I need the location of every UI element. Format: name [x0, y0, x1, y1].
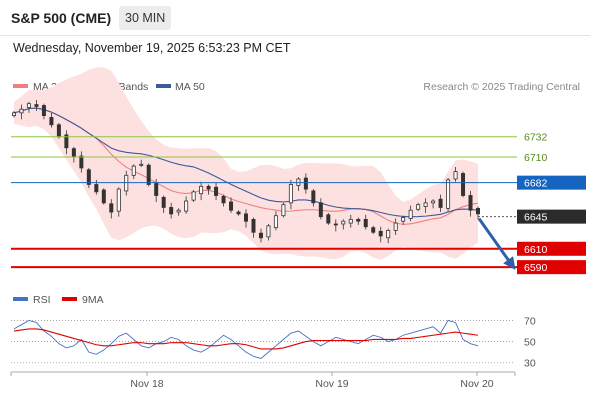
candle [161, 195, 166, 213]
legend-ma20-swatch [13, 84, 28, 88]
time-axis-label: Nov 20 [460, 378, 493, 390]
datetime-label: Wednesday, November 19, 2025 6:53:23 PM … [13, 41, 291, 55]
candle [288, 179, 293, 210]
candle [191, 190, 196, 202]
level-tag-6610 [517, 241, 586, 256]
candle [475, 206, 480, 220]
candle [243, 209, 248, 228]
candle [273, 211, 278, 231]
candle [468, 190, 473, 217]
candle [26, 101, 31, 113]
current-price-label: 6645 [524, 212, 548, 224]
candle [311, 189, 316, 207]
candle [176, 208, 181, 216]
candle [116, 187, 121, 217]
candle [19, 104, 24, 120]
candle [236, 210, 241, 216]
candle [258, 228, 263, 243]
candle [229, 197, 234, 213]
candle [199, 181, 204, 201]
main-plot [11, 67, 480, 260]
credit-label: Research © 2025 Trading Central [423, 81, 580, 93]
candle [333, 219, 338, 232]
candle [86, 167, 91, 189]
forecast-arrow-shaft [477, 217, 514, 267]
legend-ma50-label: MA 50 [175, 81, 205, 93]
level-tag-6682 [517, 175, 586, 190]
candle [371, 225, 376, 235]
rsi-tick-70: 70 [524, 315, 536, 327]
candle [416, 202, 421, 212]
candle [363, 214, 368, 230]
candle [251, 217, 256, 238]
time-axis: Nov 18 Nov 19 Nov 20 [10, 371, 516, 390]
time-axis-label: Nov 19 [315, 378, 348, 390]
level-label-6710: 6710 [524, 152, 548, 164]
candle [169, 202, 174, 219]
candle [49, 112, 54, 128]
candle [318, 198, 323, 220]
level-label-6610: 6610 [524, 244, 548, 256]
candle [438, 194, 443, 213]
candle [431, 199, 436, 209]
legend-ma50-swatch [156, 84, 171, 88]
candle [79, 151, 84, 173]
candle [378, 226, 383, 243]
rsi-line [13, 319, 479, 359]
forecast-arrow-icon [503, 256, 516, 271]
price-levels: 6732 6710 6682 6610 6590 6645 [11, 132, 586, 275]
candle [446, 178, 451, 213]
candle [303, 173, 308, 194]
candle [41, 103, 46, 120]
instrument-title: S&P 500 (CME) [11, 10, 112, 26]
candle [139, 159, 144, 168]
candle [341, 219, 346, 230]
rsi-tick-30: 30 [524, 358, 536, 370]
candle [109, 199, 114, 219]
candle [221, 194, 226, 207]
candle [34, 100, 39, 112]
candle [184, 196, 189, 214]
candle [101, 188, 106, 205]
time-axis-label: Nov 18 [130, 378, 163, 390]
bollinger-band [14, 67, 478, 260]
header-divider [0, 35, 590, 36]
candle [131, 164, 136, 179]
candle [423, 198, 428, 213]
candle [326, 212, 331, 225]
candle [214, 182, 219, 201]
rsi-plot: 70 50 30 [11, 315, 536, 370]
level-label-6682: 6682 [524, 178, 548, 190]
rsi-ma-line [13, 328, 479, 350]
current-price-tag [517, 209, 586, 224]
level-label-6732: 6732 [524, 132, 548, 144]
ma50-line [13, 107, 479, 218]
chart-header: S&P 500 (CME) 30 MIN [0, 0, 590, 36]
candle [393, 218, 398, 235]
candle [266, 223, 271, 241]
candle [56, 122, 61, 139]
legend-9ma-label: 9MA [82, 294, 104, 306]
timeframe-badge[interactable]: 30 MIN [119, 6, 172, 30]
candle [64, 130, 69, 155]
candle [401, 215, 406, 225]
candle [11, 111, 16, 118]
candle [408, 205, 413, 222]
candle [356, 217, 361, 225]
level-tag-6590 [517, 260, 586, 275]
candle [348, 214, 353, 228]
rsi-tick-50: 50 [524, 337, 536, 349]
candle [281, 202, 286, 218]
level-label-6590: 6590 [524, 262, 548, 274]
candle [206, 184, 211, 195]
legend-rsi-swatch [13, 297, 28, 301]
candle [461, 171, 466, 198]
candle [453, 167, 458, 182]
legend-rsi-label: RSI [33, 294, 51, 306]
legend-9ma-swatch [62, 297, 77, 301]
candle [386, 228, 391, 244]
